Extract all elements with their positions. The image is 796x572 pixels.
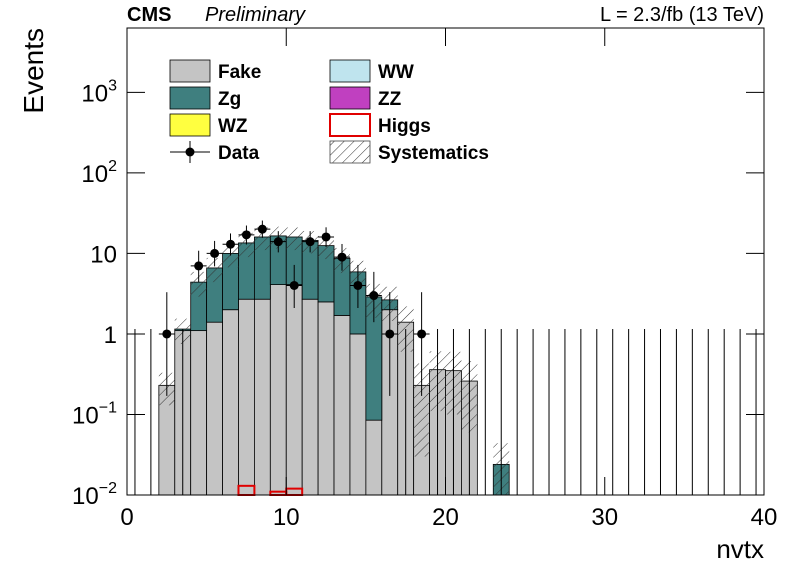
legend-swatch xyxy=(329,140,371,164)
systematics-band xyxy=(286,227,303,251)
stack-bar xyxy=(238,298,255,496)
data-point xyxy=(226,239,236,249)
stack-bar xyxy=(301,298,319,496)
legend-swatch xyxy=(329,113,371,137)
x-tick-label: 40 xyxy=(751,504,778,531)
legend-label: Higgs xyxy=(378,116,431,137)
x-tick-label: 10 xyxy=(273,504,300,531)
y-tick-exponent: 2 xyxy=(108,158,117,175)
systematics-band xyxy=(318,235,335,260)
chart-subtitle: Preliminary xyxy=(205,4,306,26)
data-point xyxy=(241,230,251,240)
legend-label: Fake xyxy=(218,62,261,83)
y-tick-base: 10 xyxy=(72,402,99,429)
y-tick-exponent: 3 xyxy=(108,77,117,94)
y-tick-label: 103 xyxy=(81,77,117,107)
stack-bar xyxy=(190,330,208,496)
legend-label: WZ xyxy=(218,116,248,137)
stack-bar xyxy=(333,314,351,496)
systematics-band xyxy=(254,227,271,251)
stack-bar xyxy=(206,321,223,496)
stack-bar xyxy=(349,333,367,496)
systematics-band xyxy=(238,232,255,258)
legend-swatch xyxy=(169,86,211,110)
y-tick-label: 102 xyxy=(81,158,117,188)
data-point xyxy=(417,329,427,339)
data-point xyxy=(289,280,299,290)
systematics-band xyxy=(413,363,430,457)
y-tick-base: 10 xyxy=(81,161,108,188)
data-point xyxy=(194,261,204,271)
data-point xyxy=(353,280,363,290)
data-point xyxy=(273,237,283,247)
y-tick-label: 10−1 xyxy=(72,399,117,429)
legend-label: Zg xyxy=(218,89,241,110)
stack-bar xyxy=(269,284,287,496)
legend-label: ZZ xyxy=(378,89,402,110)
legend-label: Data xyxy=(218,143,260,164)
y-tick-label: 10−2 xyxy=(72,480,117,510)
data-point xyxy=(321,232,331,242)
x-tick-label: 30 xyxy=(591,504,618,531)
legend-swatch xyxy=(185,147,195,157)
systematics-band xyxy=(190,271,207,297)
legend-label: Systematics xyxy=(378,143,489,164)
stack-bar xyxy=(222,309,239,496)
y-tick-base: 10 xyxy=(72,483,99,510)
systematics-band xyxy=(206,257,223,283)
data-point xyxy=(337,252,347,262)
x-tick-label: 20 xyxy=(432,504,459,531)
data-point xyxy=(162,329,172,339)
data-point xyxy=(305,237,315,247)
y-tick-base: 10 xyxy=(81,80,108,107)
stack-bar xyxy=(285,284,303,496)
data-point xyxy=(385,329,395,339)
stack-bar xyxy=(365,419,383,496)
data-point xyxy=(369,291,379,301)
data-point xyxy=(257,224,267,234)
legend-swatch xyxy=(169,113,211,137)
luminosity: L = 2.3/fb (13 TeV) xyxy=(600,4,764,26)
legend-swatch xyxy=(169,59,211,83)
x-axis-label: nvtx xyxy=(716,534,764,564)
legend-swatch xyxy=(329,59,371,83)
x-tick-label: 0 xyxy=(120,504,133,531)
y-tick-label: 10 xyxy=(90,241,117,268)
data-point xyxy=(210,248,220,258)
y-tick-label: 1 xyxy=(104,322,117,349)
stack-bar xyxy=(253,298,271,496)
legend-swatch xyxy=(329,86,371,110)
y-tick-exponent: −2 xyxy=(99,480,117,497)
chart-title: CMS xyxy=(127,4,171,26)
legend-label: WW xyxy=(378,62,414,83)
y-axis-label: Events xyxy=(18,28,49,114)
y-tick-exponent: −1 xyxy=(99,399,117,416)
stack-bar xyxy=(317,301,335,496)
